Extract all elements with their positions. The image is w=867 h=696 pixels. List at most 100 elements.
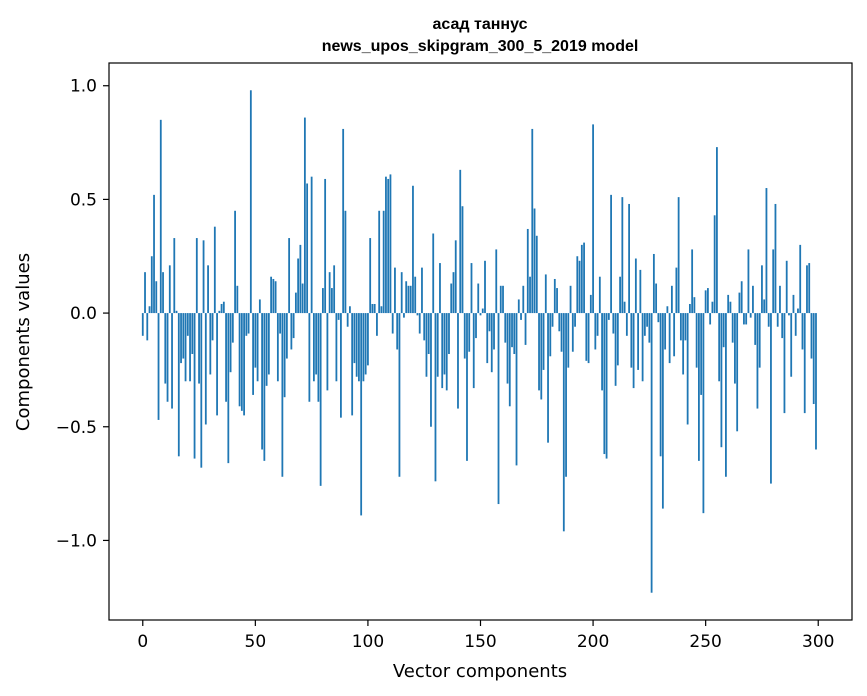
bar	[616, 313, 619, 366]
bar	[700, 313, 703, 395]
bar	[565, 313, 567, 477]
bar	[666, 306, 669, 314]
bar	[198, 313, 200, 384]
bar	[587, 313, 590, 364]
bar	[308, 313, 311, 402]
bar	[772, 249, 775, 314]
bar	[394, 267, 396, 314]
bar	[387, 178, 390, 314]
bar	[704, 290, 707, 314]
bar	[673, 313, 676, 357]
bar	[522, 285, 525, 314]
x-tick-label: 0	[137, 632, 148, 652]
bar	[749, 313, 752, 318]
bar	[803, 313, 806, 414]
bar	[423, 313, 426, 341]
bar	[781, 313, 784, 339]
bar	[434, 313, 437, 482]
bar	[650, 313, 653, 593]
bar	[281, 313, 284, 477]
bar	[619, 276, 621, 314]
bar	[157, 313, 160, 420]
bar	[211, 313, 214, 341]
x-tick-label: 250	[689, 632, 721, 652]
bar	[362, 313, 365, 382]
bar	[799, 244, 802, 314]
bar	[776, 313, 779, 327]
bar	[285, 313, 288, 359]
bar	[675, 267, 678, 314]
bar	[688, 303, 691, 314]
bar	[745, 313, 748, 325]
bar	[360, 313, 363, 516]
bar	[526, 228, 529, 314]
bar	[808, 263, 811, 314]
bar	[679, 313, 682, 341]
bar	[328, 272, 331, 314]
bar	[218, 310, 221, 314]
bar	[506, 313, 509, 384]
bar	[164, 313, 167, 384]
bar	[364, 313, 367, 375]
bar	[763, 299, 766, 314]
bar	[461, 206, 464, 314]
bar	[175, 310, 178, 314]
bar	[743, 313, 745, 325]
bar	[488, 313, 491, 332]
bar	[231, 313, 234, 343]
bar	[560, 313, 563, 352]
bar	[213, 226, 216, 314]
bar	[358, 313, 360, 382]
x-axis: 0 50 100 150 200 250 300	[137, 620, 834, 652]
bar	[484, 260, 486, 314]
bar	[497, 313, 500, 505]
bar	[655, 283, 658, 314]
bar	[306, 183, 309, 314]
chart-title-line2: news_upos_skipgram_300_5_2019 model	[322, 38, 639, 55]
bar	[299, 244, 302, 314]
bar	[544, 274, 547, 314]
bar	[589, 294, 592, 314]
bar	[319, 313, 322, 486]
bar	[240, 313, 243, 411]
bar	[202, 240, 205, 314]
bar	[648, 313, 651, 343]
bar	[639, 269, 642, 314]
bar	[414, 276, 417, 314]
bar	[207, 265, 209, 314]
bar	[297, 258, 300, 314]
bar	[400, 272, 403, 314]
bar	[288, 238, 291, 314]
bar	[229, 313, 232, 373]
bar	[693, 297, 696, 314]
bar	[490, 313, 493, 373]
bar	[725, 313, 727, 477]
bar	[779, 285, 781, 314]
bar	[668, 313, 671, 364]
bar	[177, 313, 180, 457]
bar	[794, 313, 797, 336]
bar	[758, 313, 761, 368]
bar	[538, 313, 540, 391]
bar	[144, 272, 146, 314]
bar	[472, 313, 475, 389]
bar	[533, 208, 536, 314]
bar	[184, 313, 187, 382]
bar	[605, 313, 608, 459]
bar	[234, 210, 236, 314]
bar	[707, 288, 709, 314]
bar	[331, 288, 333, 314]
bar	[535, 235, 538, 314]
bar	[783, 313, 786, 414]
bar	[225, 313, 227, 402]
bar	[713, 215, 716, 314]
bar	[630, 313, 633, 368]
bar	[283, 313, 286, 398]
bar	[189, 313, 191, 382]
bar	[326, 313, 329, 391]
bar	[340, 313, 342, 418]
bar	[479, 313, 482, 316]
bar	[612, 313, 615, 334]
